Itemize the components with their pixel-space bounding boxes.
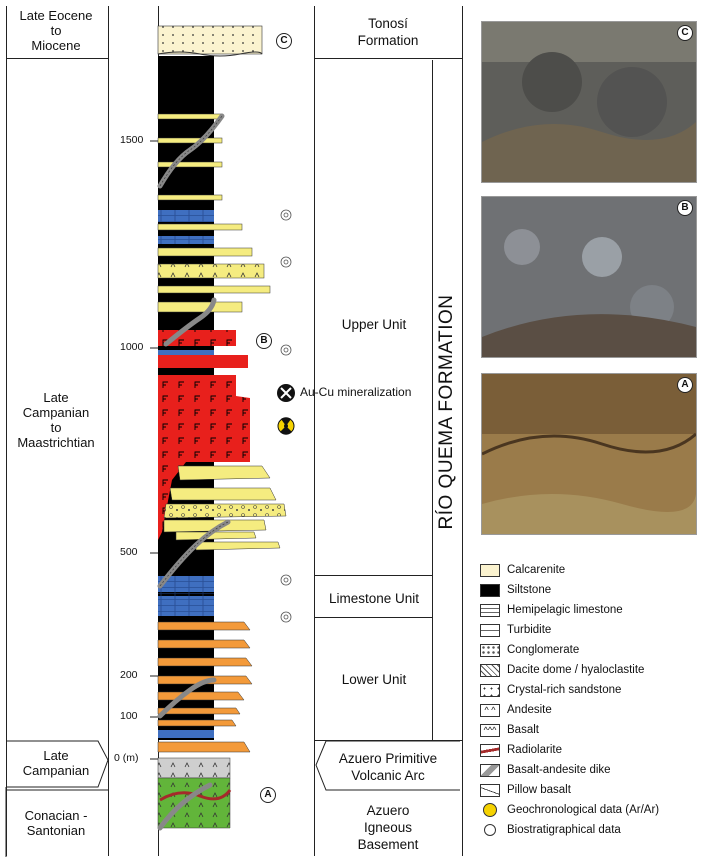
limestone-swatch (480, 603, 500, 617)
legend-label: Siltstone (507, 584, 552, 596)
legend-label: Crystal-rich sandstone (507, 684, 622, 696)
calcarenite-swatch (480, 563, 500, 577)
unit-sep-1 (314, 58, 462, 59)
legend-label: Calcarenite (507, 564, 566, 576)
marker-b: B (256, 333, 272, 349)
unit-sep-3 (314, 617, 432, 618)
legend-item: Hemipelagic limestone (480, 602, 623, 618)
legend-item: Dacite dome / hyaloclastite (480, 662, 644, 678)
sandstone-swatch (480, 683, 500, 697)
unit-sep-2 (314, 575, 432, 576)
tick-0: 0 (m) (114, 752, 139, 764)
legend-label: Turbidite (507, 624, 552, 636)
turbidite-swatch (480, 623, 500, 637)
tonosi-formation-label: Tonosí Formation (357, 16, 419, 48)
age-late-campanian: Late Campanian (22, 748, 90, 778)
tick-200: 200 (120, 669, 138, 681)
legend-item: Pillow basalt (480, 782, 571, 798)
mineralization-label: Au-Cu mineralization (300, 385, 412, 399)
age-conacian-santonian: Conacian - Santonian (24, 808, 88, 838)
legend-item: Biostratigraphical data (480, 822, 621, 838)
column-right-border (314, 6, 315, 856)
legend-label: Pillow basalt (507, 784, 571, 796)
photo-b: B (481, 196, 697, 358)
hammer-icon (277, 384, 295, 402)
radioactive-icon (483, 803, 497, 817)
left-age-column-border (6, 6, 7, 856)
basement-label: Azuero Igneous Basement (357, 803, 419, 852)
upper-unit-label: Upper Unit (341, 317, 407, 332)
legend-label: Radiolarite (507, 744, 562, 756)
marker-a: A (260, 787, 276, 803)
limestone-unit-label: Limestone Unit (328, 591, 420, 606)
formation-vertical-label: RÍO QUEMA FORMATION (436, 294, 457, 530)
tick-100: 100 (120, 710, 138, 722)
legend-item: Geochronological data (Ar/Ar) (480, 802, 659, 818)
marker-c: C (276, 33, 292, 49)
age-sep-1 (6, 58, 108, 59)
photo-a: A (481, 373, 697, 535)
photo-c-label: C (677, 25, 693, 41)
siltstone-swatch (480, 583, 500, 597)
legend-item: Radiolarite (480, 742, 562, 758)
basalt-swatch: ^^^ (480, 723, 500, 737)
age-column-right-border (108, 6, 109, 856)
legend-label: Basalt-andesite dike (507, 764, 611, 776)
lower-unit-label: Lower Unit (341, 672, 407, 687)
legend-item: Conglomerate (480, 642, 579, 658)
formation-column-left-border (432, 60, 433, 740)
legend-item: Crystal-rich sandstone (480, 682, 621, 698)
pillow-basalt-swatch (480, 783, 500, 797)
dike-swatch (480, 763, 500, 777)
unit-column-right-border (462, 6, 463, 856)
legend-item: Calcarenite (480, 562, 565, 578)
legend-label: Dacite dome / hyaloclastite (507, 664, 645, 676)
legend-label: Conglomerate (507, 644, 580, 656)
age-late-eocene-miocene: Late Eocene to Miocene (19, 8, 93, 53)
arc-label: Azuero Primitive Volcanic Arc (338, 751, 438, 783)
radioactive-icon (277, 417, 295, 435)
legend-label: Basalt (507, 724, 539, 736)
tick-1000: 1000 (120, 341, 144, 353)
legend-item: ^ ^ Andesite (480, 702, 552, 718)
legend-label: Hemipelagic limestone (507, 604, 623, 616)
legend-label: Biostratigraphical data (507, 824, 621, 836)
ammonite-icon (484, 824, 496, 836)
andesite-swatch: ^ ^ (480, 703, 500, 717)
photo-b-label: B (677, 200, 693, 216)
age-late-campanian-maastrichtian: Late Campanian to Maastrichtian (17, 390, 95, 450)
radiolarite-swatch (480, 743, 500, 757)
conglomerate-swatch (480, 643, 500, 657)
legend-item: Basalt-andesite dike (480, 762, 611, 778)
photo-a-label: A (677, 377, 693, 393)
legend-item: Turbidite (480, 622, 551, 638)
legend-item: Siltstone (480, 582, 551, 598)
legend-item: ^^^ Basalt (480, 722, 539, 738)
photo-c: C (481, 21, 697, 183)
tick-500: 500 (120, 546, 138, 558)
legend-label: Andesite (507, 704, 552, 716)
tick-1500: 1500 (120, 134, 144, 146)
legend-label: Geochronological data (Ar/Ar) (507, 804, 660, 816)
dacite-swatch (480, 663, 500, 677)
